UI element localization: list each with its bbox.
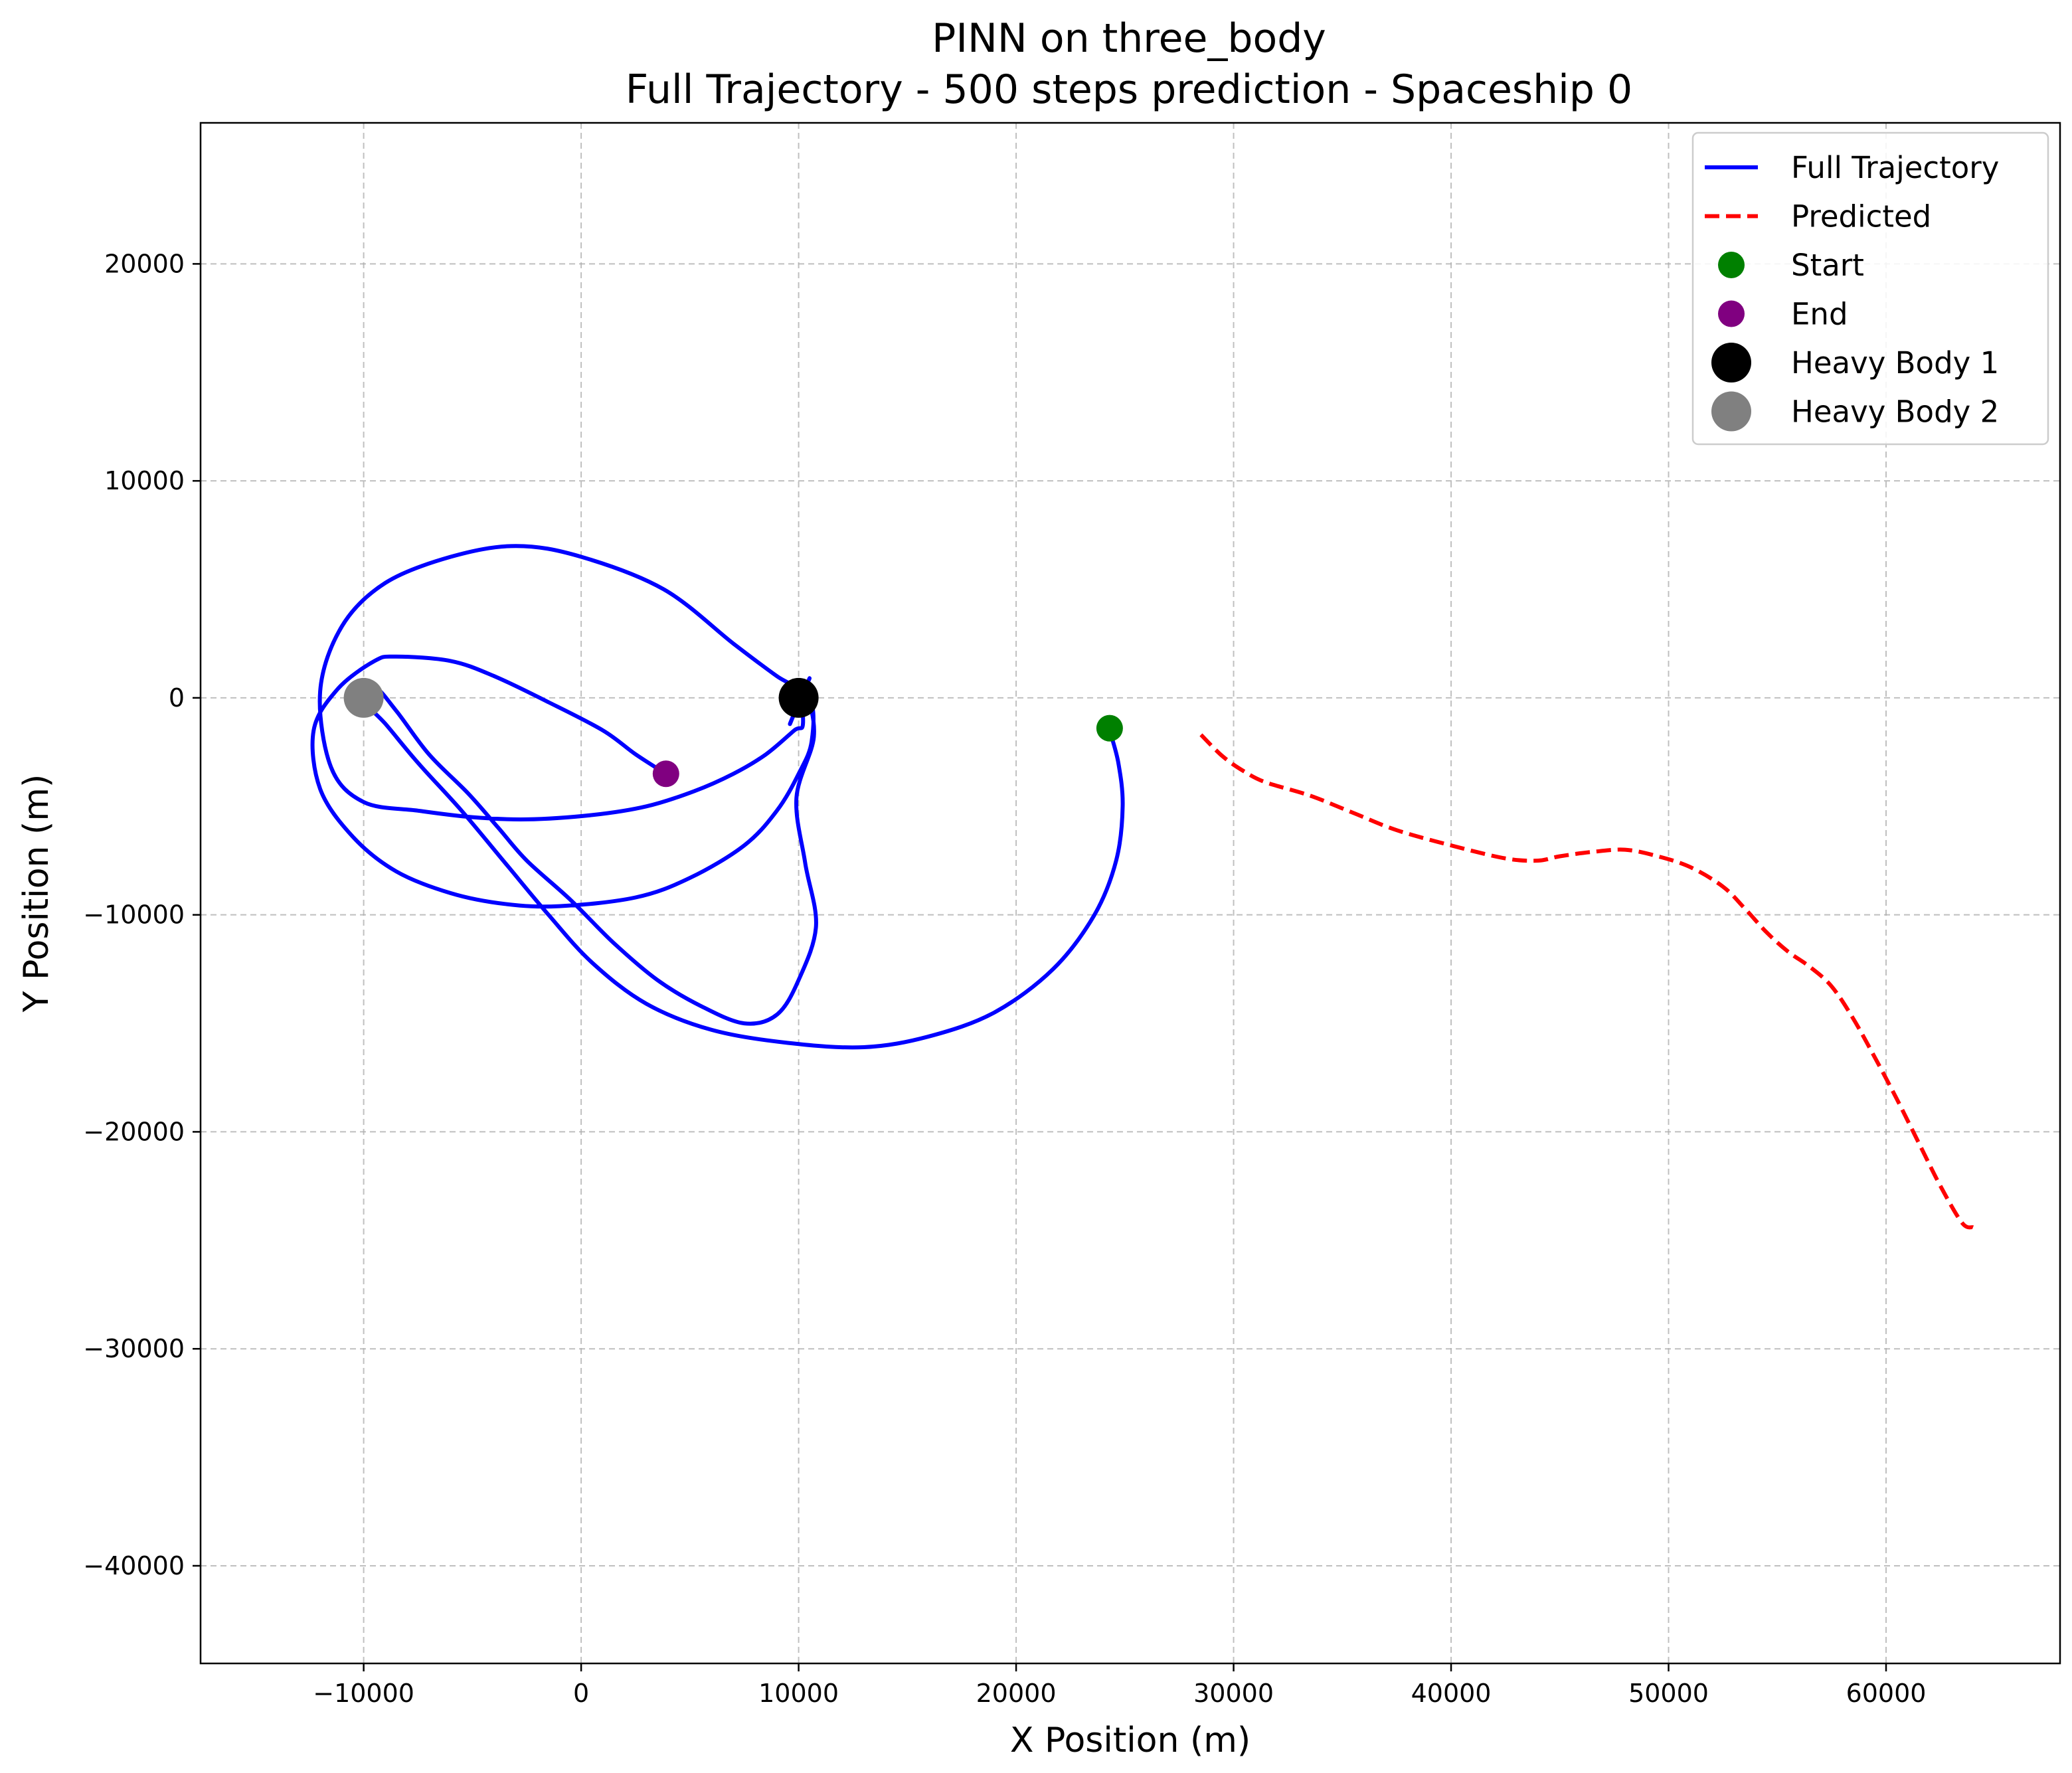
legend-label-start: Start	[1791, 248, 1864, 283]
x-tick-label: 50000	[1628, 1679, 1709, 1708]
x-tick-label: 0	[573, 1679, 589, 1708]
x-tick-label: 20000	[976, 1679, 1057, 1708]
legend-label-end: End	[1791, 297, 1848, 332]
x-tick-label: −10000	[313, 1679, 414, 1708]
chart-subtitle: Full Trajectory - 500 steps prediction -…	[626, 66, 1632, 113]
plot-frame	[199, 122, 2061, 1665]
legend-box	[1691, 131, 2049, 446]
start-marker	[1096, 715, 1123, 742]
heavy-body-2-marker	[343, 677, 384, 718]
y-tick-label: −40000	[83, 1551, 185, 1580]
x-tick-label: 10000	[758, 1679, 839, 1708]
x-axis-ticks: −10000 0 10000 20000 30000 40000 50000 60000	[313, 1663, 1926, 1708]
y-tick-label: 10000	[104, 466, 185, 495]
chart-title: PINN on three_body	[932, 15, 1326, 62]
y-tick-label: −20000	[83, 1117, 185, 1146]
x-tick-label: 30000	[1193, 1679, 1274, 1708]
legend-swatch-heavy-body-1	[1711, 343, 1751, 382]
y-tick-label: −30000	[83, 1334, 185, 1363]
x-tick-label: 40000	[1411, 1679, 1492, 1708]
legend-swatch-start	[1718, 252, 1745, 278]
legend-label-full-trajectory: Full Trajectory	[1791, 150, 1999, 185]
x-axis-label: X Position (m)	[1010, 1721, 1251, 1760]
legend-swatch-end	[1718, 300, 1745, 327]
predicted-line	[1199, 733, 1974, 1230]
end-marker	[652, 760, 679, 788]
y-axis-label: Y Position (m)	[17, 774, 56, 1013]
full-trajectory-line	[310, 544, 1125, 1050]
legend-label-heavy-body-2: Heavy Body 2	[1791, 394, 1999, 430]
legend-label-predicted: Predicted	[1791, 199, 1931, 234]
plot-data	[310, 544, 1974, 1230]
y-axis-ticks: 20000 10000 0 −10000 −20000 −30000 −40000	[83, 249, 201, 1580]
heavy-body-1-marker	[778, 677, 819, 718]
legend: Full Trajectory Predicted Start End Heavy Bo…	[1691, 131, 2049, 446]
legend-label-heavy-body-1: Heavy Body 1	[1791, 345, 1999, 380]
y-tick-label: 20000	[104, 249, 185, 278]
legend-swatch-heavy-body-2	[1711, 391, 1751, 432]
y-tick-label: −10000	[83, 900, 185, 930]
y-tick-label: 0	[169, 683, 185, 713]
x-tick-label: 60000	[1846, 1679, 1927, 1708]
grid-lines	[201, 123, 2060, 1663]
